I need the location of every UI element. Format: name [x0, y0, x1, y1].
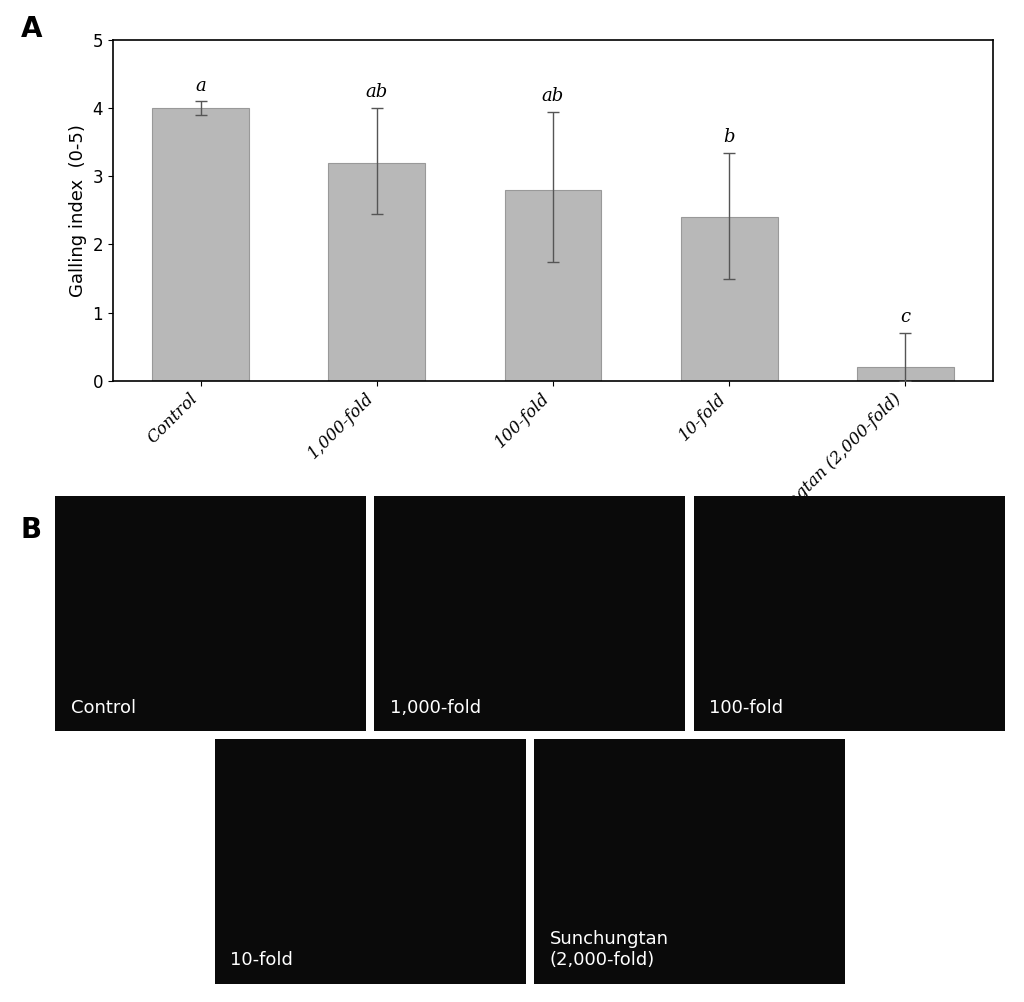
Text: Control: Control — [71, 699, 136, 717]
Text: ab: ab — [366, 83, 388, 101]
Text: a: a — [196, 76, 206, 94]
Text: ab: ab — [542, 87, 564, 105]
Text: 1,000-fold: 1,000-fold — [390, 699, 481, 717]
Bar — [153, 108, 249, 381]
Text: Sunchungtan
(2,000-fold): Sunchungtan (2,000-fold) — [550, 931, 669, 969]
Bar — [857, 367, 953, 381]
Text: 100-fold: 100-fold — [710, 699, 783, 717]
Text: 10-fold: 10-fold — [230, 951, 293, 969]
Text: A: A — [20, 15, 42, 43]
Text: c: c — [900, 309, 910, 327]
Y-axis label: Galling index  (0-5): Galling index (0-5) — [69, 124, 87, 297]
Text: b: b — [723, 127, 735, 145]
Text: B: B — [20, 516, 42, 544]
Bar — [329, 162, 425, 381]
Bar — [681, 217, 777, 381]
Bar — [505, 190, 601, 381]
